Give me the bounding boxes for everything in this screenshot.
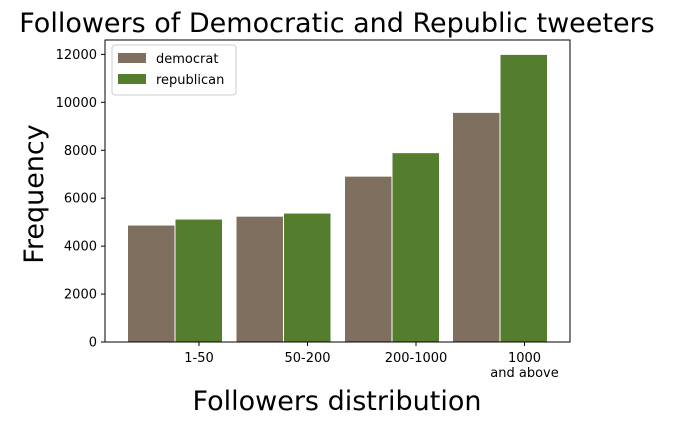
x-axis-label: Followers distribution <box>193 386 482 417</box>
bar-republican-3 <box>499 53 548 343</box>
y-tick-label: 6000 <box>64 192 97 207</box>
x-tick-label: 1000 and above <box>490 351 558 381</box>
y-tick-label: 2000 <box>64 288 97 303</box>
y-tick-label: 4000 <box>64 240 97 255</box>
legend: democrat republican <box>111 44 237 96</box>
legend-label-republican: republican <box>156 73 224 88</box>
y-axis-ticks: 0 2000 4000 6000 8000 10000 12000 <box>56 48 105 351</box>
bar-republican-2 <box>391 152 440 343</box>
x-tick-label: 200-1000 <box>385 351 448 366</box>
y-tick-label: 10000 <box>56 96 97 111</box>
chart-title: Followers of Democratic and Republic twe… <box>19 8 655 39</box>
legend-swatch-republican <box>118 74 146 84</box>
plot-frame <box>104 39 571 343</box>
y-axis-label: Frequency <box>19 124 50 264</box>
bar-republican-0 <box>174 218 223 343</box>
bar-democrat-2 <box>344 175 393 343</box>
legend-swatch-democrat <box>118 53 146 63</box>
y-tick-label: 0 <box>89 336 97 351</box>
bar-democrat-1 <box>235 215 284 343</box>
x-tick-label: 50-200 <box>284 351 330 366</box>
bar-democrat-3 <box>452 111 501 343</box>
x-axis-ticks: 1-50 50-200 200-1000 1000 and above <box>184 342 559 381</box>
x-tick-label: 1-50 <box>184 351 214 366</box>
bar-republican-1 <box>283 212 332 343</box>
y-tick-label: 12000 <box>56 48 97 63</box>
legend-label-democrat: democrat <box>156 52 218 67</box>
y-tick-label: 8000 <box>64 144 97 159</box>
plot-area <box>104 39 571 343</box>
bar-democrat-0 <box>127 224 176 343</box>
